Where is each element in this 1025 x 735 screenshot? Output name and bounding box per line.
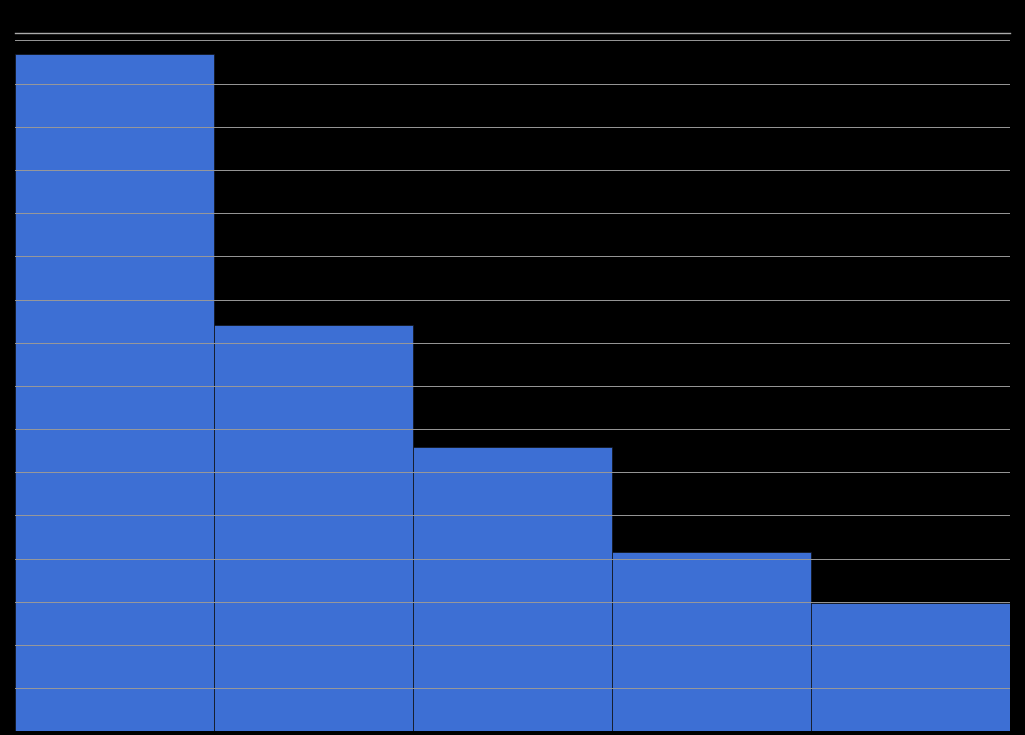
- Bar: [612, 552, 811, 731]
- Bar: [413, 447, 612, 731]
- Bar: [214, 325, 413, 731]
- Bar: [15, 54, 214, 731]
- Bar: [811, 603, 1010, 731]
